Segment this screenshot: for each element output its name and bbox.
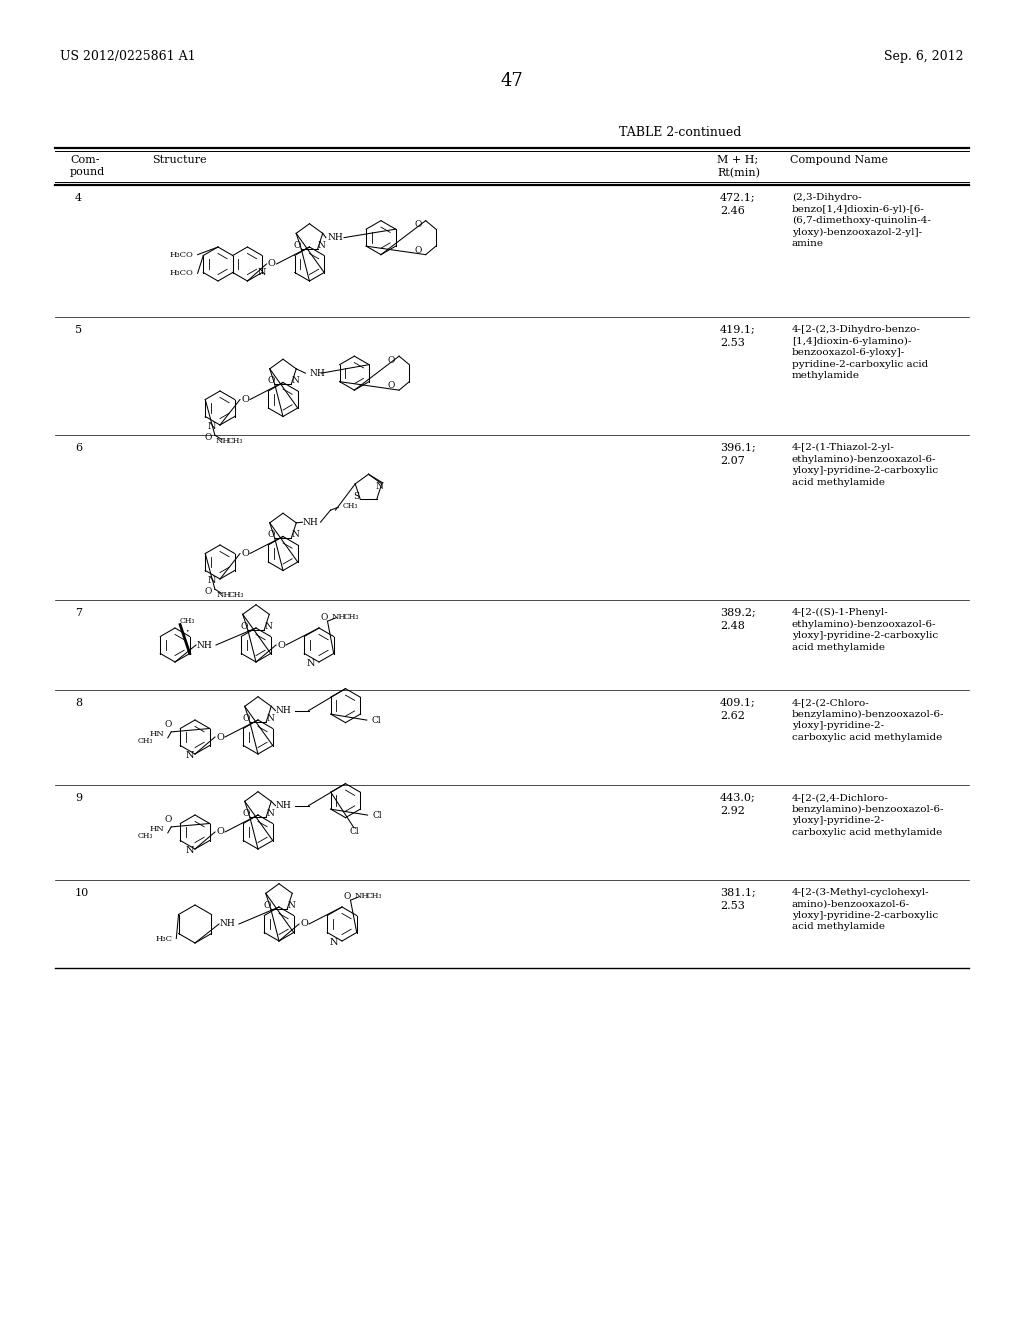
Text: O: O bbox=[415, 246, 422, 255]
Text: O: O bbox=[321, 614, 328, 622]
Text: Cl: Cl bbox=[349, 826, 358, 836]
Text: N: N bbox=[330, 939, 338, 948]
Text: H₃CO: H₃CO bbox=[170, 251, 194, 259]
Text: NH: NH bbox=[197, 640, 212, 649]
Text: S: S bbox=[353, 492, 359, 502]
Text: H₃CO: H₃CO bbox=[170, 269, 194, 277]
Text: CH₃: CH₃ bbox=[228, 591, 244, 599]
Text: TABLE 2-continued: TABLE 2-continued bbox=[618, 125, 741, 139]
Text: O: O bbox=[216, 828, 224, 837]
Text: 443.0;
2.92: 443.0; 2.92 bbox=[720, 793, 756, 816]
Text: 4-[2-((S)-1-Phenyl-
ethylamino)-benzooxazol-6-
yloxy]-pyridine-2-carboxylic
acid: 4-[2-((S)-1-Phenyl- ethylamino)-benzooxa… bbox=[792, 609, 938, 652]
Text: 10: 10 bbox=[75, 888, 89, 898]
Text: 4-[2-(2,3-Dihydro-benzo-
[1,4]dioxin-6-ylamino)-
benzooxazol-6-yloxy]-
pyridine-: 4-[2-(2,3-Dihydro-benzo- [1,4]dioxin-6-y… bbox=[792, 325, 928, 380]
Text: 389.2;
2.48: 389.2; 2.48 bbox=[720, 609, 756, 631]
Text: NH: NH bbox=[332, 612, 347, 620]
Text: Cl: Cl bbox=[373, 810, 382, 820]
Text: 419.1;
2.53: 419.1; 2.53 bbox=[720, 325, 756, 348]
Text: M + H;
Rt(min): M + H; Rt(min) bbox=[717, 154, 760, 178]
Text: O: O bbox=[205, 587, 212, 597]
Text: 4-[2-(2,4-Dichloro-
benzylamino)-benzooxazol-6-
yloxy]-pyridine-2-
carboxylic ac: 4-[2-(2,4-Dichloro- benzylamino)-benzoox… bbox=[792, 793, 944, 837]
Text: NH: NH bbox=[275, 706, 292, 715]
Text: N: N bbox=[376, 482, 383, 491]
Text: 396.1;
2.07: 396.1; 2.07 bbox=[720, 444, 756, 466]
Text: 4-[2-(1-Thiazol-2-yl-
ethylamino)-benzooxazol-6-
yloxy]-pyridine-2-carboxylic
ac: 4-[2-(1-Thiazol-2-yl- ethylamino)-benzoo… bbox=[792, 444, 938, 487]
Text: CH₃: CH₃ bbox=[137, 738, 153, 746]
Text: O: O bbox=[388, 381, 395, 391]
Text: O: O bbox=[242, 714, 250, 723]
Text: O: O bbox=[343, 892, 351, 902]
Text: N: N bbox=[306, 659, 314, 668]
Text: O: O bbox=[300, 920, 308, 928]
Text: N: N bbox=[258, 268, 266, 277]
Text: O: O bbox=[205, 433, 212, 442]
Text: 381.1;
2.53: 381.1; 2.53 bbox=[720, 888, 756, 911]
Text: H₃C: H₃C bbox=[156, 936, 173, 944]
Text: CH₃: CH₃ bbox=[180, 618, 196, 626]
Text: N: N bbox=[207, 422, 216, 432]
Text: O: O bbox=[242, 809, 250, 818]
Text: 8: 8 bbox=[75, 698, 82, 708]
Text: 472.1;
2.46: 472.1; 2.46 bbox=[720, 193, 756, 216]
Text: 4: 4 bbox=[75, 193, 82, 203]
Text: 4-[2-(2-Chloro-
benzylamino)-benzooxazol-6-
yloxy]-pyridine-2-
carboxylic acid m: 4-[2-(2-Chloro- benzylamino)-benzooxazol… bbox=[792, 698, 944, 742]
Text: 9: 9 bbox=[75, 793, 82, 803]
Text: 5: 5 bbox=[75, 325, 82, 335]
Text: NH: NH bbox=[355, 892, 370, 900]
Text: CH₃: CH₃ bbox=[137, 832, 153, 841]
Text: O: O bbox=[267, 531, 274, 540]
Text: O: O bbox=[240, 622, 248, 631]
Text: HN: HN bbox=[150, 730, 165, 738]
Text: US 2012/0225861 A1: US 2012/0225861 A1 bbox=[60, 50, 196, 63]
Text: N: N bbox=[266, 809, 274, 818]
Text: (2,3-Dihydro-
benzo[1,4]dioxin-6-yl)-[6-
(6,7-dimethoxy-quinolin-4-
yloxy)-benzo: (2,3-Dihydro- benzo[1,4]dioxin-6-yl)-[6-… bbox=[792, 193, 931, 248]
Text: 6: 6 bbox=[75, 444, 82, 453]
Text: •: • bbox=[185, 628, 188, 634]
Text: Com-
pound: Com- pound bbox=[70, 154, 105, 177]
Text: CH₃: CH₃ bbox=[367, 892, 382, 900]
Text: NH: NH bbox=[327, 234, 343, 242]
Text: O: O bbox=[241, 395, 249, 404]
Text: NH: NH bbox=[217, 591, 231, 599]
Text: N: N bbox=[185, 846, 195, 855]
Text: 409.1;
2.62: 409.1; 2.62 bbox=[720, 698, 756, 721]
Text: Structure: Structure bbox=[152, 154, 207, 165]
Text: HN: HN bbox=[150, 825, 165, 833]
Text: Cl: Cl bbox=[371, 715, 381, 725]
Text: N: N bbox=[266, 714, 274, 723]
Text: O: O bbox=[278, 640, 285, 649]
Text: NH: NH bbox=[216, 437, 230, 445]
Text: 7: 7 bbox=[75, 609, 82, 618]
Text: NH: NH bbox=[219, 920, 234, 928]
Text: N: N bbox=[317, 240, 326, 249]
Text: O: O bbox=[267, 376, 274, 385]
Text: O: O bbox=[294, 240, 301, 249]
Text: N: N bbox=[207, 577, 216, 585]
Text: O: O bbox=[241, 549, 249, 558]
Text: CH₃: CH₃ bbox=[342, 502, 357, 510]
Text: N: N bbox=[291, 376, 299, 385]
Text: O: O bbox=[263, 900, 270, 909]
Text: N: N bbox=[288, 900, 295, 909]
Text: Sep. 6, 2012: Sep. 6, 2012 bbox=[885, 50, 964, 63]
Text: NH: NH bbox=[275, 801, 292, 810]
Text: O: O bbox=[267, 260, 275, 268]
Text: O: O bbox=[164, 719, 171, 729]
Text: N: N bbox=[291, 531, 299, 540]
Text: N: N bbox=[185, 751, 195, 760]
Text: 47: 47 bbox=[501, 73, 523, 90]
Text: O: O bbox=[216, 733, 224, 742]
Text: Compound Name: Compound Name bbox=[790, 154, 888, 165]
Text: CH₃: CH₃ bbox=[344, 612, 359, 620]
Text: O: O bbox=[415, 220, 422, 230]
Text: 4-[2-(3-Methyl-cyclohexyl-
amino)-benzooxazol-6-
yloxy]-pyridine-2-carboxylic
ac: 4-[2-(3-Methyl-cyclohexyl- amino)-benzoo… bbox=[792, 888, 938, 932]
Text: CH₃: CH₃ bbox=[227, 437, 243, 445]
Text: NH: NH bbox=[309, 368, 325, 378]
Text: O: O bbox=[388, 356, 395, 364]
Text: N: N bbox=[264, 622, 272, 631]
Text: NH: NH bbox=[303, 517, 318, 527]
Text: O: O bbox=[164, 814, 171, 824]
